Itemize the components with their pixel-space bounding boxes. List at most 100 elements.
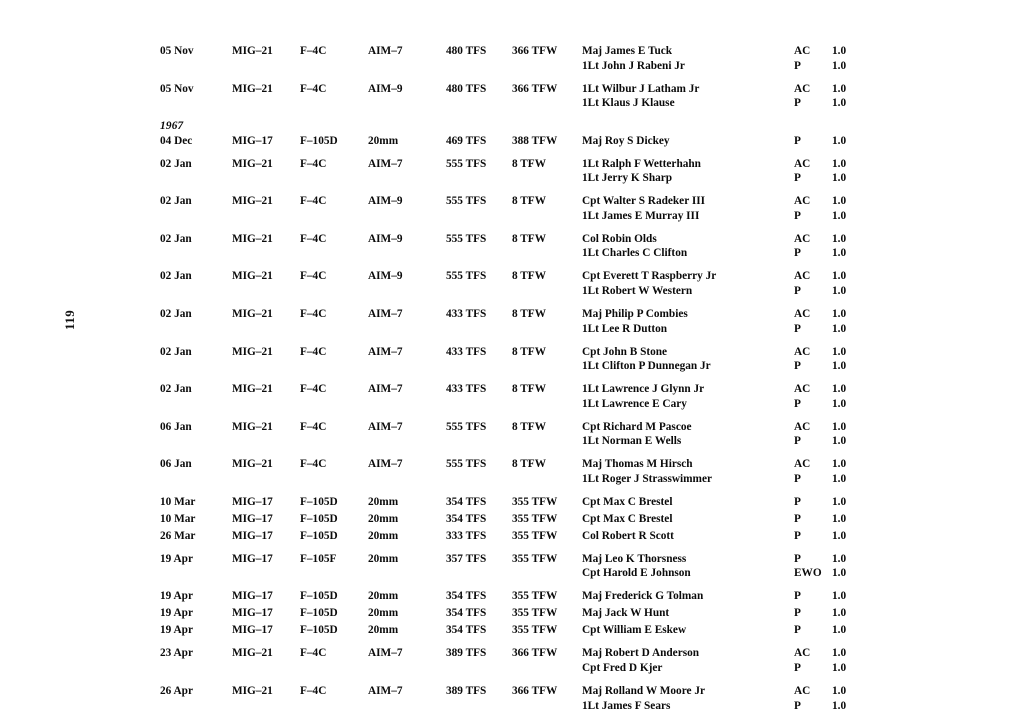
cell-crew: 1Lt Lawrence J Glynn Jr 1Lt Lawrence E Ca… [582, 374, 794, 412]
kill-credits-table: 05 Nov MIG–21 F–4C AIM–7 480 TFS 366 TFW Maj J… [160, 44, 870, 713]
crew-credit: 1.0 [832, 247, 847, 260]
crew-role: P [794, 435, 801, 448]
crew-name: 1Lt John J Rabeni Jr [582, 59, 685, 72]
kill-credits-body: 05 Nov MIG–21 F–4C AIM–7 480 TFS 366 TFW Maj J… [160, 44, 870, 713]
cell-mig-type: MIG–17 [232, 590, 273, 603]
cell-weapon: 20mm [368, 495, 399, 508]
cell-role: AC P [794, 411, 832, 449]
cell-role: P [794, 527, 832, 544]
crew-credit: 1.0 [832, 495, 847, 508]
cell-crew: Col Robert R Scott [582, 527, 794, 544]
crew-role: P [794, 97, 801, 110]
crew-name: Cpt William E Eskew [582, 624, 687, 637]
cell-squadron: 555 TFS [446, 270, 487, 283]
page-number: 119 [62, 309, 77, 330]
crew-name: Maj Roy S Dickey [582, 134, 670, 147]
cell-weapon: AIM–7 [368, 157, 403, 170]
year-marker-row: 1967 [160, 111, 870, 134]
table-row: 19 Apr MIG–17 F–105D 20mm 354 TFS 355 TFW Maj … [160, 604, 870, 621]
cell-weapon: AIM–9 [368, 232, 403, 245]
crew-role: AC [794, 157, 811, 170]
cell-squadron: 357 TFS [446, 552, 487, 565]
crew-credit: 1.0 [832, 209, 847, 222]
cell-mig-type: MIG–17 [232, 529, 273, 542]
table-row: 02 Jan MIG–21 F–4C AIM–7 433 TFS 8 TFW Cpt Joh… [160, 336, 870, 374]
crew-role: AC [794, 458, 811, 471]
cell-squadron: 555 TFS [446, 195, 487, 208]
cell-squadron: 354 TFS [446, 590, 487, 603]
crew-credit: 1.0 [832, 590, 847, 603]
crew-credit: 1.0 [832, 458, 847, 471]
cell-squadron: 480 TFS [446, 82, 487, 95]
cell-squadron: 480 TFS [446, 45, 487, 57]
cell-credit: 1.0 [832, 527, 870, 544]
cell-weapon: AIM–7 [368, 308, 403, 321]
cell-wing: 366 TFW [512, 647, 558, 660]
crew-credit: 1.0 [832, 195, 847, 208]
cell-weapon: AIM–7 [368, 345, 403, 358]
table-row: 02 Jan MIG–21 F–4C AIM–7 433 TFS 8 TFW 1Lt Law… [160, 374, 870, 412]
cell-aircraft: F–4C [300, 308, 327, 321]
cell-mig-type: MIG–17 [232, 607, 273, 620]
cell-mig-type: MIG–17 [232, 624, 273, 637]
crew-name: 1Lt Lawrence E Cary [582, 397, 687, 410]
cell-credit: 1.0 1.0 [832, 449, 870, 487]
cell-mig-type: MIG–21 [232, 685, 273, 697]
cell-squadron: 555 TFS [446, 458, 487, 471]
cell-weapon: 20mm [368, 552, 399, 565]
crew-role: AC [794, 345, 811, 358]
cell-credit: 1.0 [832, 134, 870, 149]
cell-role: AC P [794, 224, 832, 262]
cell-date: 06 Jan [160, 458, 192, 471]
cell-mig-type: MIG–21 [232, 345, 273, 358]
crew-credit: 1.0 [832, 232, 847, 245]
kill-credits-sheet: 05 Nov MIG–21 F–4C AIM–7 480 TFS 366 TFW Maj J… [160, 44, 870, 713]
table-row: 05 Nov MIG–21 F–4C AIM–9 480 TFS 366 TFW 1Lt W… [160, 73, 870, 111]
crew-credit: 1.0 [832, 270, 847, 283]
cell-weapon: 20mm [368, 590, 399, 603]
crew-name: 1Lt Norman E Wells [582, 435, 682, 448]
cell-role: AC P [794, 44, 832, 73]
cell-credit: 1.0 1.0 [832, 224, 870, 262]
crew-name: Maj Rolland W Moore Jr [582, 685, 706, 697]
crew-credit: 1.0 [832, 285, 847, 298]
cell-wing: 8 TFW [512, 458, 547, 471]
table-row: 02 Jan MIG–21 F–4C AIM–9 555 TFS 8 TFW Cpt Eve… [160, 261, 870, 299]
crew-credit: 1.0 [832, 607, 847, 620]
cell-aircraft: F–4C [300, 270, 327, 283]
crew-name: Maj James E Tuck [582, 45, 673, 57]
crew-credit: 1.0 [832, 383, 847, 396]
cell-weapon: AIM–7 [368, 420, 403, 433]
cell-credit: 1.0 1.0 [832, 411, 870, 449]
cell-weapon: AIM–7 [368, 45, 403, 57]
crew-credit: 1.0 [832, 308, 847, 321]
table-row: 10 Mar MIG–17 F–105D 20mm 354 TFS 355 TFW Cpt … [160, 487, 870, 510]
cell-aircraft: F–4C [300, 157, 327, 170]
cell-aircraft: F–105D [300, 624, 338, 637]
crew-role: AC [794, 195, 811, 208]
cell-role: P [794, 621, 832, 638]
crew-credit: 1.0 [832, 512, 847, 525]
crew-role: P [794, 662, 801, 675]
cell-crew: Maj James E Tuck 1Lt John J Rabeni Jr [582, 44, 794, 73]
crew-role: AC [794, 420, 811, 433]
crew-name: Cpt Walter S Radeker III [582, 195, 706, 208]
cell-aircraft: F–105F [300, 552, 337, 565]
crew-credit: 1.0 [832, 59, 847, 72]
cell-wing: 366 TFW [512, 45, 558, 57]
crew-name: 1Lt Clifton P Dunnegan Jr [582, 360, 711, 373]
crew-role: P [794, 172, 801, 185]
cell-aircraft: F–4C [300, 685, 327, 697]
cell-role: AC P [794, 638, 832, 676]
year-label: 1967 [160, 120, 184, 133]
cell-role: AC P [794, 148, 832, 186]
table-row: 04 Dec MIG–17 F–105D 20mm 469 TFS 388 TFW Maj … [160, 134, 870, 149]
crew-role: P [794, 397, 801, 410]
cell-aircraft: F–105D [300, 529, 338, 542]
cell-mig-type: MIG–21 [232, 82, 273, 95]
cell-weapon: 20mm [368, 529, 399, 542]
cell-role: P [794, 487, 832, 510]
cell-weapon: 20mm [368, 512, 399, 525]
crew-role: P [794, 209, 801, 222]
cell-role: P EWO [794, 544, 832, 582]
